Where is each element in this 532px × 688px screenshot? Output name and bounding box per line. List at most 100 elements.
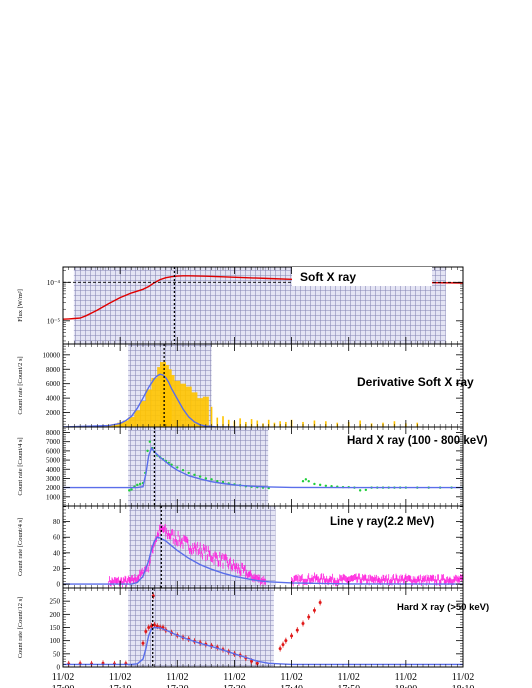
data-point [304, 478, 308, 481]
bar [267, 419, 270, 427]
data-point [301, 622, 305, 626]
data-point [193, 473, 196, 476]
x-tick-label-date: 11/02 [166, 672, 188, 683]
bar [227, 419, 230, 427]
y-tick-label: 8000 [46, 429, 61, 437]
y-tick-label: 0 [57, 664, 61, 672]
y-tick-label: 10000 [43, 351, 61, 359]
bar [168, 375, 175, 427]
data-point [307, 479, 310, 483]
data-point [187, 471, 190, 475]
y-tick-label: 60 [53, 534, 61, 542]
bar [216, 417, 219, 427]
x-tick-label-time: 17:20 [166, 684, 189, 688]
y-tick-label: 0 [57, 581, 61, 589]
data-point [181, 468, 185, 472]
bar [174, 380, 181, 427]
panel-plot-area [63, 523, 463, 588]
y-tick-label: 2000 [46, 409, 61, 417]
y-tick-label: 4000 [46, 466, 61, 474]
data-point [155, 624, 159, 628]
x-tick-label-time: 17:00 [52, 684, 75, 688]
series-line [63, 626, 463, 666]
data-point [128, 489, 131, 492]
data-point [198, 475, 202, 478]
y-tick-label: 250 [50, 598, 61, 606]
bar [202, 396, 209, 427]
data-point [290, 634, 294, 638]
y-tick-label: 2000 [46, 484, 61, 492]
y-tick-label: 200 [50, 611, 61, 619]
y-tick-label: 100 [50, 637, 61, 645]
bar [185, 386, 192, 427]
shaded-region [128, 427, 269, 506]
series-line [63, 536, 463, 585]
x-tick-label-date: 11/02 [452, 672, 474, 683]
y-axis-label: Count rate [Count/4 s] [17, 518, 24, 576]
bar [197, 398, 204, 427]
y-axis-label: Count rate [Count/12 s] [17, 597, 24, 659]
panel-plot-area [63, 592, 463, 667]
x-tick-label-time: 18:10 [452, 684, 475, 688]
bar [359, 420, 361, 427]
series-line [63, 373, 235, 427]
bar [128, 416, 135, 427]
x-tick-label-date: 11/02 [338, 672, 360, 683]
x-tick-label-time: 17:10 [109, 684, 132, 688]
y-tick-label: 50 [53, 650, 61, 658]
data-point [204, 477, 208, 480]
y-tick-label: 5000 [46, 457, 61, 465]
data-point [148, 440, 152, 443]
y-tick-label: 6000 [46, 380, 61, 388]
panel-plot-area [63, 440, 463, 492]
data-point [301, 479, 305, 483]
bar [140, 401, 146, 427]
panel-1: 10⁻⁵ 10⁻⁴ Flux [W/m²] Soft X ray [17, 266, 464, 345]
x-tick-label-date: 11/02 [395, 672, 417, 683]
panel-title: Derivative Soft X ray [357, 375, 474, 389]
data-point [152, 623, 156, 627]
panel-title: Hard X ray (>50 keV) [397, 602, 489, 613]
data-point [324, 484, 328, 487]
y-tick-label: 10⁻⁵ [47, 317, 61, 325]
bar [145, 389, 152, 427]
series-line [63, 446, 463, 489]
x-tick-label-time: 17:40 [280, 684, 303, 688]
y-tick-label: 1000 [46, 493, 61, 501]
data-point [255, 661, 259, 665]
y-tick-label: 3000 [46, 475, 61, 483]
bar [256, 420, 259, 427]
y-tick-label: 8000 [46, 366, 61, 374]
data-point [318, 483, 322, 487]
bar [180, 383, 186, 427]
y-tick-label: 150 [50, 624, 61, 632]
data-point [147, 626, 151, 629]
y-tick-label: 6000 [46, 447, 61, 455]
x-tick-label-time: 18:00 [394, 684, 417, 688]
data-point [144, 629, 148, 633]
data-point [146, 449, 149, 453]
data-point [307, 615, 311, 619]
data-point [278, 647, 282, 651]
data-point [364, 488, 368, 492]
x-tick-label-date: 11/02 [109, 672, 131, 683]
panel-5: 0 50 100 150 200 250 Count rate [Count/12 s] Ha… [17, 587, 489, 672]
panel-4: 0 20 40 60 80 Count rate [Count/4 s] Line γ ra… [17, 505, 464, 589]
bar [239, 418, 241, 427]
y-axis-label: Count rate [Count/4 s] [17, 437, 24, 495]
y-axis-label: Flux [W/m²] [17, 289, 24, 322]
x-tick-label-time: 17:50 [337, 684, 360, 688]
panel-title: Hard X ray (100 - 800 keV) [347, 435, 488, 447]
data-point [281, 643, 285, 647]
y-tick-label: 7000 [46, 438, 61, 446]
panel-title: Line γ ray(2.2 MeV) [330, 516, 434, 528]
bar [222, 416, 224, 427]
y-axis-label: Count rate [Count/2 s] [17, 356, 24, 414]
data-point [141, 641, 145, 645]
panel-title: Soft X ray [300, 270, 356, 284]
bar [151, 377, 158, 427]
data-point [176, 466, 179, 469]
y-tick-label: 40 [53, 549, 61, 557]
